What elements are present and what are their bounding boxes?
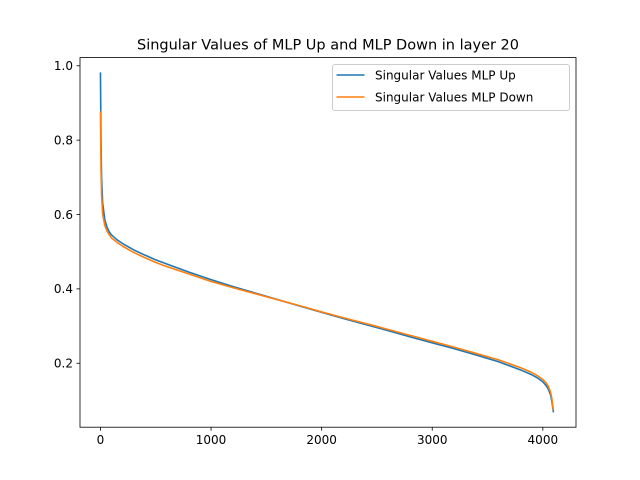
y-tick-label: 0.8 — [54, 133, 73, 147]
legend-label-mlp-down: Singular Values MLP Down — [375, 91, 533, 105]
legend-box — [332, 64, 570, 111]
y-tick-label: 0.4 — [54, 282, 73, 296]
x-tick-label: 3000 — [417, 433, 448, 447]
y-axis-ticks: 0.2 0.4 0.6 0.8 1.0 — [54, 59, 80, 371]
x-tick-label: 2000 — [306, 433, 337, 447]
x-tick-label: 1000 — [196, 433, 227, 447]
x-axis-ticks: 0 1000 2000 3000 4000 — [97, 427, 558, 447]
chart-title: Singular Values of MLP Up and MLP Down i… — [137, 38, 519, 54]
y-tick-label: 1.0 — [54, 59, 73, 73]
series-line-mlp-down — [99, 111, 555, 411]
legend: Singular Values MLP Up Singular Values M… — [332, 64, 570, 111]
series-lines — [99, 72, 555, 413]
y-tick-label: 0.6 — [54, 208, 73, 222]
legend-label-mlp-up: Singular Values MLP Up — [375, 69, 516, 83]
x-tick-label: 0 — [97, 433, 105, 447]
axes-frame — [79, 57, 577, 428]
x-tick-label: 4000 — [528, 433, 559, 447]
y-tick-label: 0.2 — [54, 357, 73, 371]
